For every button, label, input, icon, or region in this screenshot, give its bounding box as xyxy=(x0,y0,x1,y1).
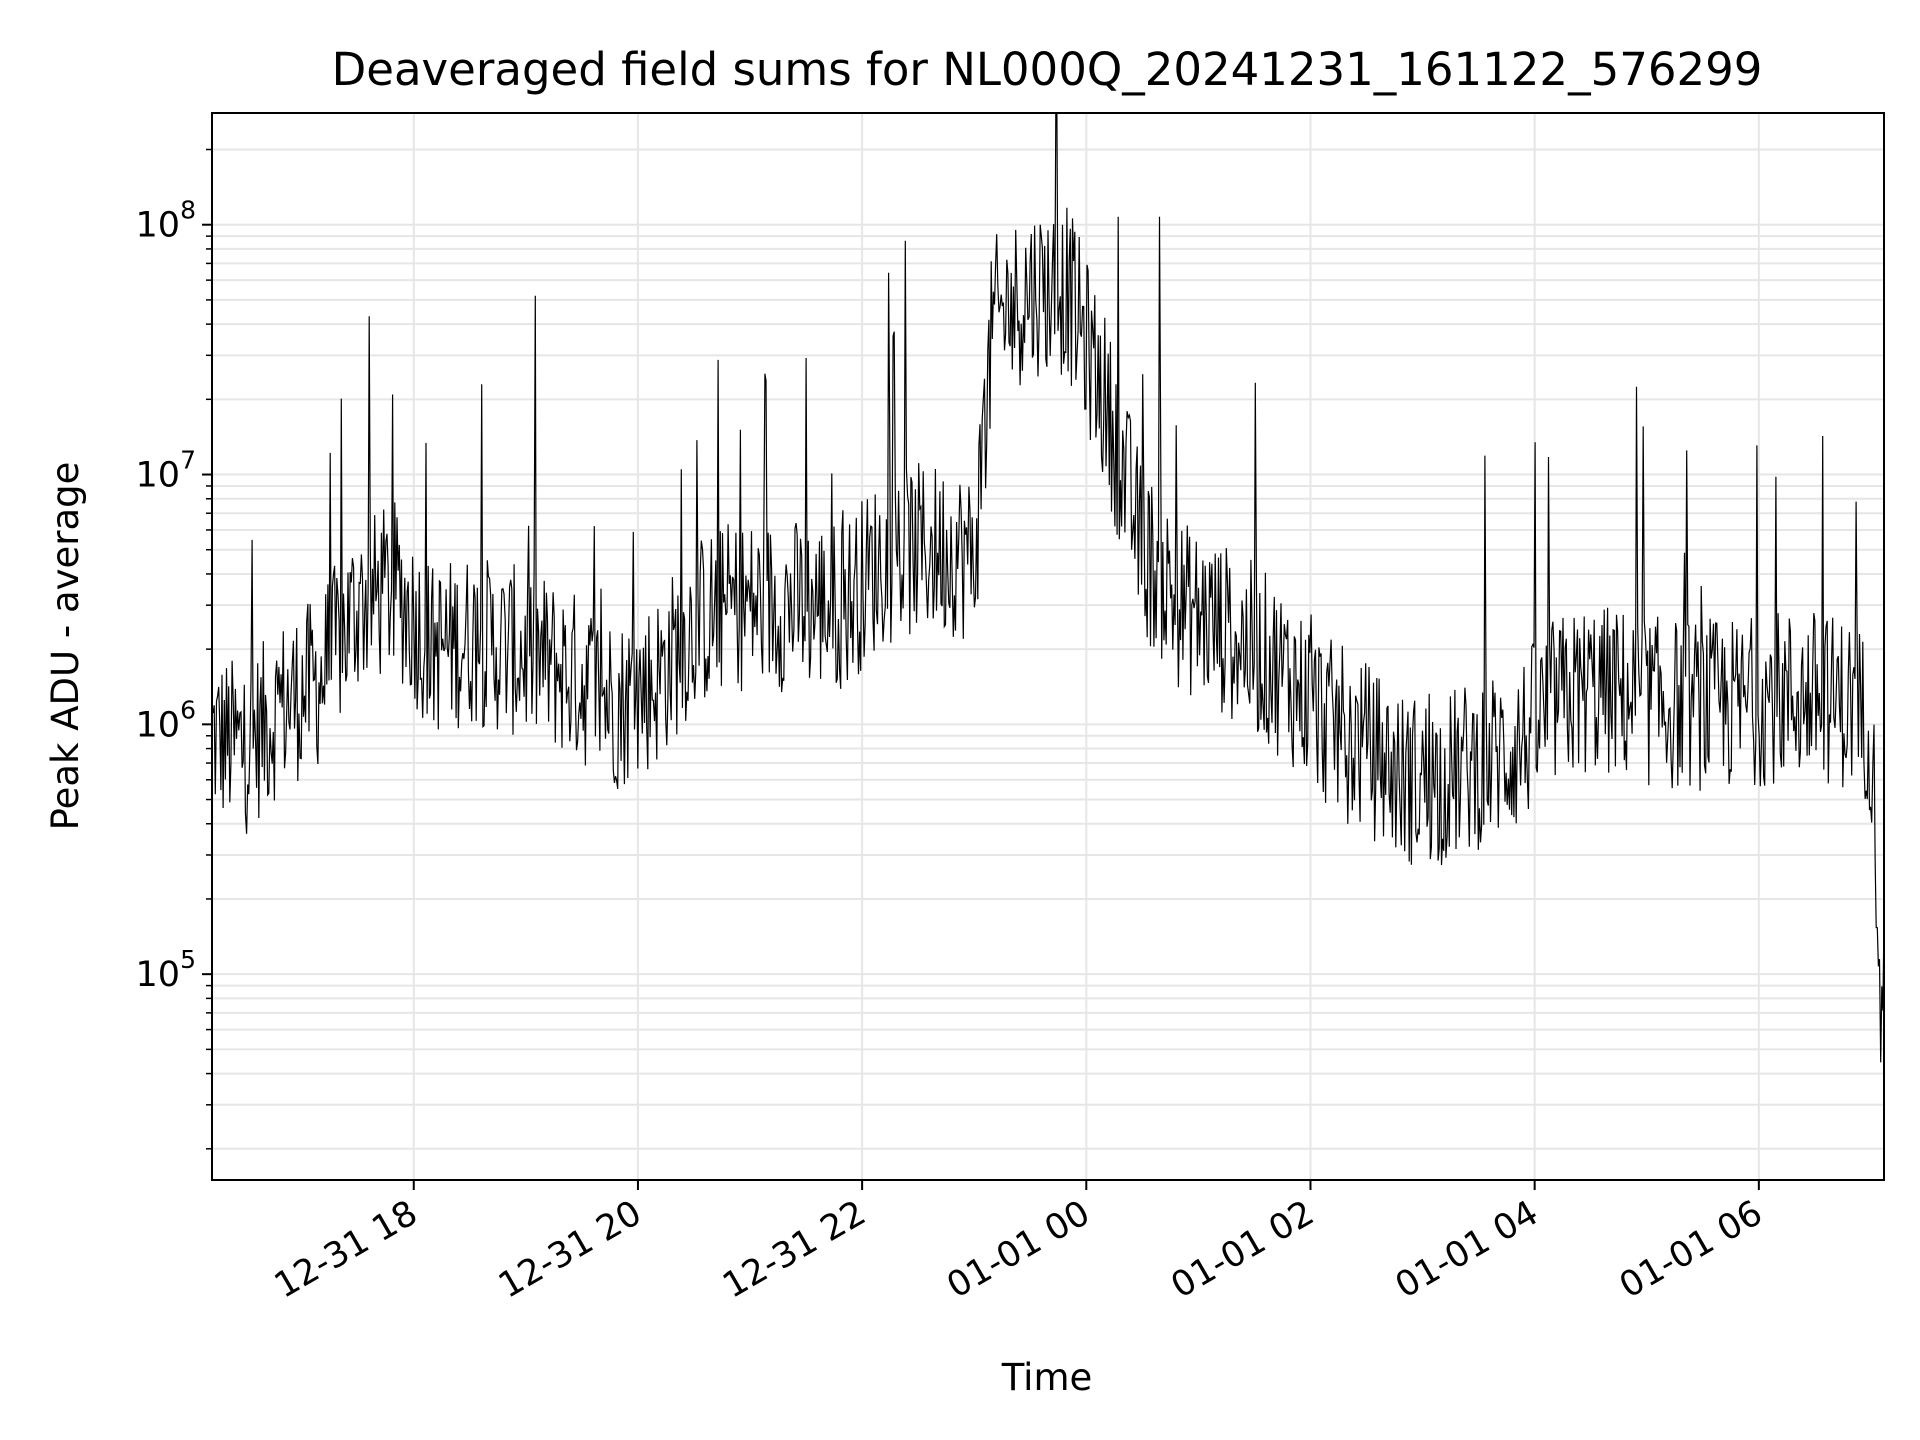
chart-title: Deaveraged field sums for NL000Q_2024123… xyxy=(332,43,1763,96)
y-tick-exponent: 6 xyxy=(180,695,196,724)
y-tick-exponent: 5 xyxy=(180,945,196,974)
y-tick-exponent: 7 xyxy=(180,446,196,475)
data-series xyxy=(211,112,1885,1063)
plot-frame xyxy=(211,112,1885,1181)
y-tick-exponent: 8 xyxy=(180,196,196,225)
grid-lines xyxy=(212,113,1884,1180)
x-axis-label: Time xyxy=(1001,1356,1093,1399)
y-tick-label: 10 xyxy=(135,955,180,995)
y-tick-label: 10 xyxy=(135,705,180,745)
y-tick-label: 10 xyxy=(135,456,180,496)
y-axis-label: Peak ADU - average xyxy=(44,462,87,831)
data-line xyxy=(211,112,1885,1063)
y-tick-label: 10 xyxy=(135,206,180,246)
